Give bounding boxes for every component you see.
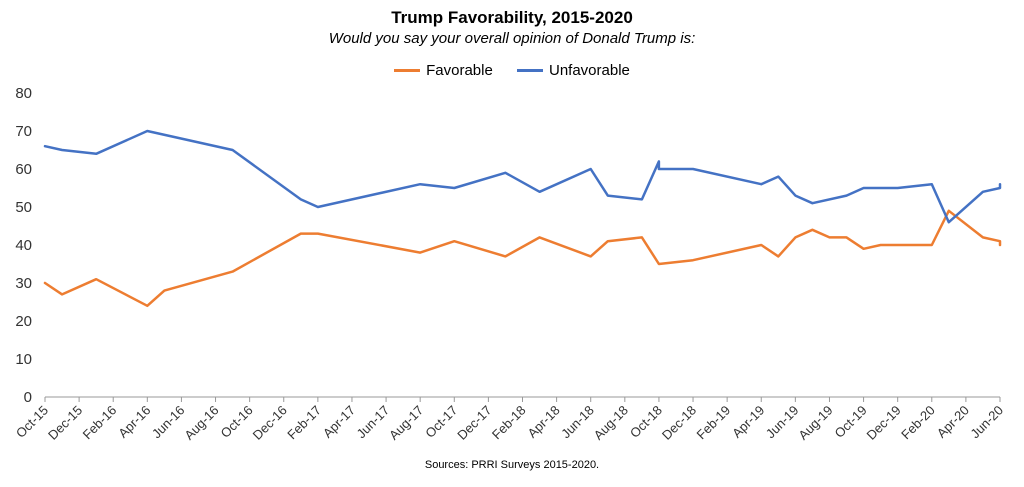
x-tick-label: Oct-18 <box>627 403 665 441</box>
x-tick-label: Jun-17 <box>353 403 392 442</box>
legend: Favorable Unfavorable <box>0 59 1024 79</box>
chart-subtitle: Would you say your overall opinion of Do… <box>328 30 696 47</box>
legend-item-unfavorable: Unfavorable <box>516 62 630 79</box>
x-tick-label: Oct-19 <box>831 403 869 441</box>
series-line-unfavorable <box>43 129 1002 224</box>
x-tick-label: Oct-15 <box>13 403 51 441</box>
y-tick-label: 20 <box>15 313 32 330</box>
y-tick-label: 60 <box>15 161 32 178</box>
x-tick-label: Feb-17 <box>284 403 324 443</box>
x-tick-label: Aug-17 <box>386 403 426 443</box>
x-tick-label: Jun-19 <box>763 403 802 442</box>
legend-swatch-unfavorable <box>516 69 543 72</box>
y-tick-label: 10 <box>15 351 32 368</box>
y-tick-label: 0 <box>24 389 32 406</box>
x-tick-label: Jun-18 <box>558 403 597 442</box>
series-lines <box>43 129 1002 308</box>
x-tick-label: Dec-17 <box>454 403 494 443</box>
chart-title: Trump Favorability, 2015-2020 <box>391 8 633 27</box>
source-note: Sources: PRRI Surveys 2015-2020. <box>424 459 600 471</box>
x-tick-label: Apr-16 <box>115 403 153 441</box>
x-tick-label: Feb-18 <box>489 403 529 443</box>
x-tick-label: Dec-18 <box>659 403 699 443</box>
x-tick-label: Apr-17 <box>320 403 358 441</box>
legend-item-favorable: Favorable <box>394 62 493 79</box>
x-tick-label: Oct-16 <box>218 403 256 441</box>
x-tick-label: Apr-19 <box>729 403 767 441</box>
x-tick-label: Dec-15 <box>45 403 85 443</box>
x-tick-label: Feb-20 <box>898 403 938 443</box>
legend-swatch-favorable <box>394 69 421 72</box>
x-tick-label: Oct-17 <box>422 403 460 441</box>
legend-label-favorable: Favorable <box>426 62 493 79</box>
x-tick-label: Dec-16 <box>250 403 290 443</box>
x-tick-label: Aug-16 <box>181 403 221 443</box>
y-tick-label: 70 <box>15 123 32 140</box>
x-axis: Oct-15Dec-15Feb-16Apr-16Jun-16Aug-16Oct-… <box>13 396 1006 443</box>
x-tick-label: Aug-18 <box>591 403 631 443</box>
y-tick-label: 80 <box>15 85 32 102</box>
x-tick-label: Feb-19 <box>694 403 734 443</box>
y-tick-label: 40 <box>15 237 32 254</box>
x-tick-label: Apr-18 <box>525 403 563 441</box>
legend-label-unfavorable: Unfavorable <box>548 62 630 79</box>
x-tick-label: Jun-20 <box>967 403 1006 442</box>
x-tick-label: Aug-19 <box>795 403 835 443</box>
x-tick-label: Jun-16 <box>149 403 188 442</box>
x-tick-label: Apr-20 <box>934 403 972 441</box>
y-tick-label: 50 <box>15 199 32 216</box>
x-tick-label: Dec-19 <box>864 403 904 443</box>
series-line-favorable <box>43 209 1002 308</box>
y-tick-label: 30 <box>15 275 32 292</box>
x-tick-label: Feb-16 <box>80 403 120 443</box>
y-axis: 0 10 20 30 40 50 60 70 80 <box>15 85 32 406</box>
